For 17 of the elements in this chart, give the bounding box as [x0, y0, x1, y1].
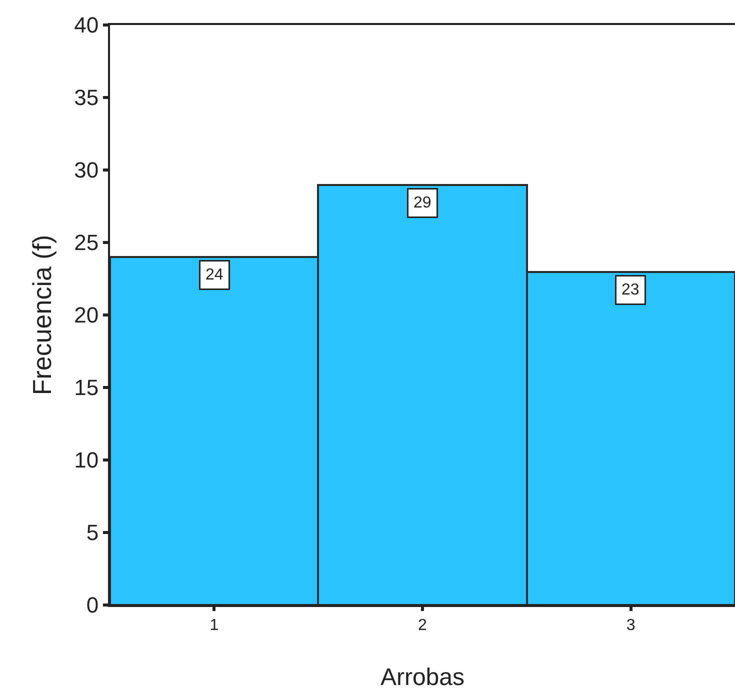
y-tick-label: 20	[74, 302, 99, 328]
data-label: 24	[206, 266, 224, 284]
x-tick-label: 3	[626, 617, 636, 634]
data-label: 23	[622, 282, 640, 298]
data-label: 29	[414, 194, 432, 212]
x-tick-label: 2	[418, 617, 428, 634]
y-tick-label: 0	[86, 592, 99, 618]
x-axis-title: Arrobas	[380, 664, 465, 691]
y-tick-label: 25	[74, 230, 99, 256]
y-tick-label: 5	[86, 520, 99, 546]
y-tick-label: 35	[74, 85, 99, 110]
y-tick-label: 30	[74, 158, 99, 183]
y-axis-title: Frecuencia (f)	[27, 234, 58, 396]
y-tick-label: 10	[74, 448, 99, 473]
x-tick-label: 1	[210, 617, 219, 634]
y-tick-label: 15	[74, 375, 99, 400]
y-tick-label: 40	[74, 12, 99, 38]
